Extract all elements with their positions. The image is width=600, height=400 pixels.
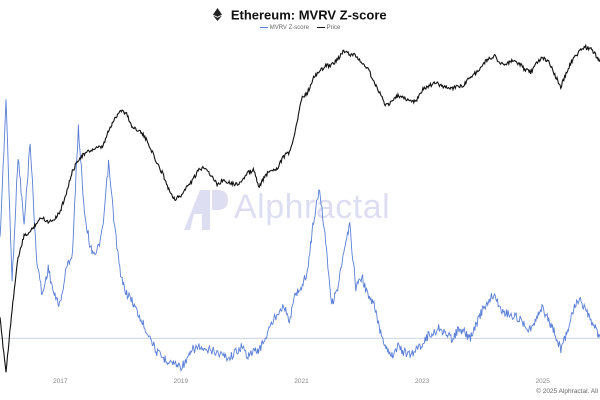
legend-item-zscore[interactable]: MVRV Z-score [259,25,309,31]
series-line-price [0,43,600,373]
legend-swatch-zscore [259,26,268,29]
legend-swatch-price [316,26,325,29]
copyright-credit: © 2025 Alphractal. All [536,388,598,395]
ethereum-icon [213,8,223,22]
chart-title: Ethereum: MVRV Z-score [230,7,387,23]
x-tick-label-2017: 2017 [53,378,68,385]
x-tick-label-2019: 2019 [174,378,189,385]
title-row: Ethereum: MVRV Z-score [0,6,600,24]
x-tick-label-2021: 2021 [294,378,309,385]
legend-label-price: Price [326,25,341,31]
x-tick-label-2023: 2023 [415,378,430,385]
legend-label-zscore: MVRV Z-score [269,25,309,31]
series-line-mvrv-zscore [0,99,600,372]
legend-item-price[interactable]: Price [316,25,341,31]
series-layer [0,43,600,373]
x-axis-ticks: 2017 2019 2021 2023 2025 [53,378,550,385]
x-tick-label-2025: 2025 [535,378,550,385]
legend: MVRV Z-score Price [0,25,600,31]
